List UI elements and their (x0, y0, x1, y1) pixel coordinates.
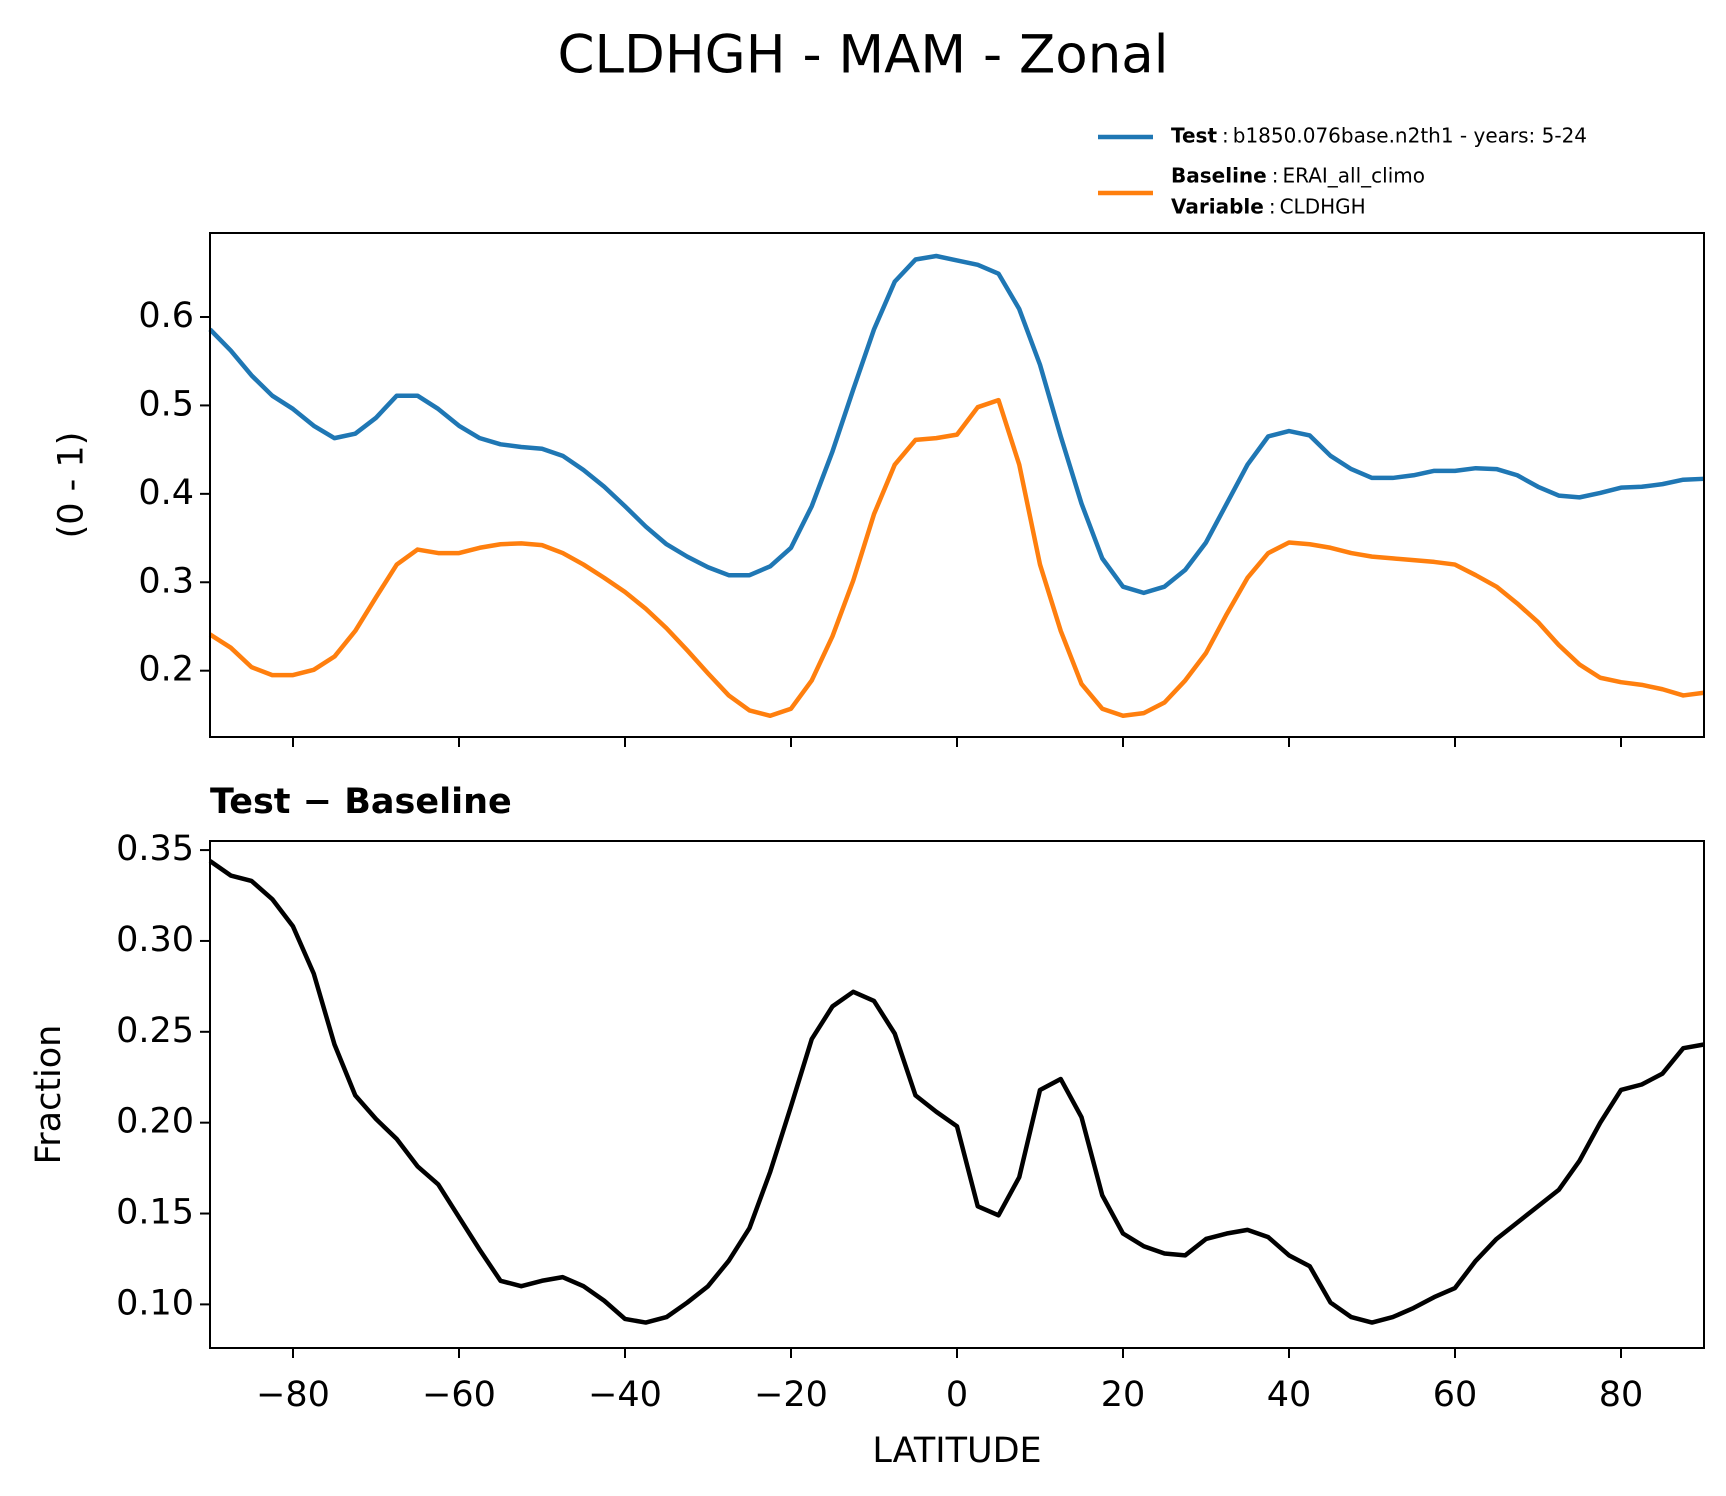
x-axis-label: LATITUDE (872, 1431, 1041, 1471)
y-tick-label: 0.3 (138, 561, 194, 601)
axes-frame (209, 232, 1705, 738)
y-tick-label: 0.15 (116, 1193, 194, 1233)
x-tick-label: −20 (754, 1375, 828, 1415)
y-axis-label: (0 - 1) (51, 432, 91, 539)
x-tick-label: 60 (1433, 1375, 1478, 1415)
axes-frame (209, 840, 1705, 1349)
data-line (208, 397, 1705, 719)
y-tick-label: 0.6 (138, 296, 194, 336)
panel-title: Test − Baseline (210, 782, 512, 822)
legend-name: Test (1171, 124, 1217, 148)
x-tick-label: 80 (1599, 1375, 1644, 1415)
data-line (208, 253, 1705, 596)
y-tick-label: 0.4 (138, 473, 194, 513)
legend-name: Variable (1171, 195, 1264, 219)
figure-title: CLDHGH - MAM - Zonal (557, 25, 1168, 86)
legend-separator: : (1269, 195, 1276, 219)
data-line (208, 859, 1705, 1325)
y-tick-label: 0.5 (138, 384, 194, 424)
x-tick-label: −60 (422, 1375, 496, 1415)
legend-separator: : (1272, 164, 1279, 188)
x-tick-label: 20 (1101, 1375, 1146, 1415)
y-tick-label: 0.25 (116, 1011, 194, 1051)
legend-detail: CLDHGH (1280, 195, 1366, 219)
x-tick-label: 0 (946, 1375, 968, 1415)
y-tick-label: 0.10 (116, 1283, 194, 1323)
y-tick-label: 0.2 (138, 650, 194, 690)
legend-detail: ERAI_all_climo (1282, 164, 1425, 188)
legend-separator: : (1222, 124, 1229, 148)
legend-detail: b1850.076base.n2th1 - years: 5-24 (1233, 124, 1587, 148)
y-axis-label: Fraction (29, 1025, 69, 1165)
x-tick-label: −80 (256, 1375, 330, 1415)
y-tick-label: 0.20 (116, 1102, 194, 1142)
y-tick-label: 0.35 (116, 829, 194, 869)
y-tick-label: 0.30 (116, 920, 194, 960)
x-tick-label: −40 (588, 1375, 662, 1415)
legend-name: Baseline (1171, 164, 1267, 188)
x-tick-label: 40 (1267, 1375, 1312, 1415)
